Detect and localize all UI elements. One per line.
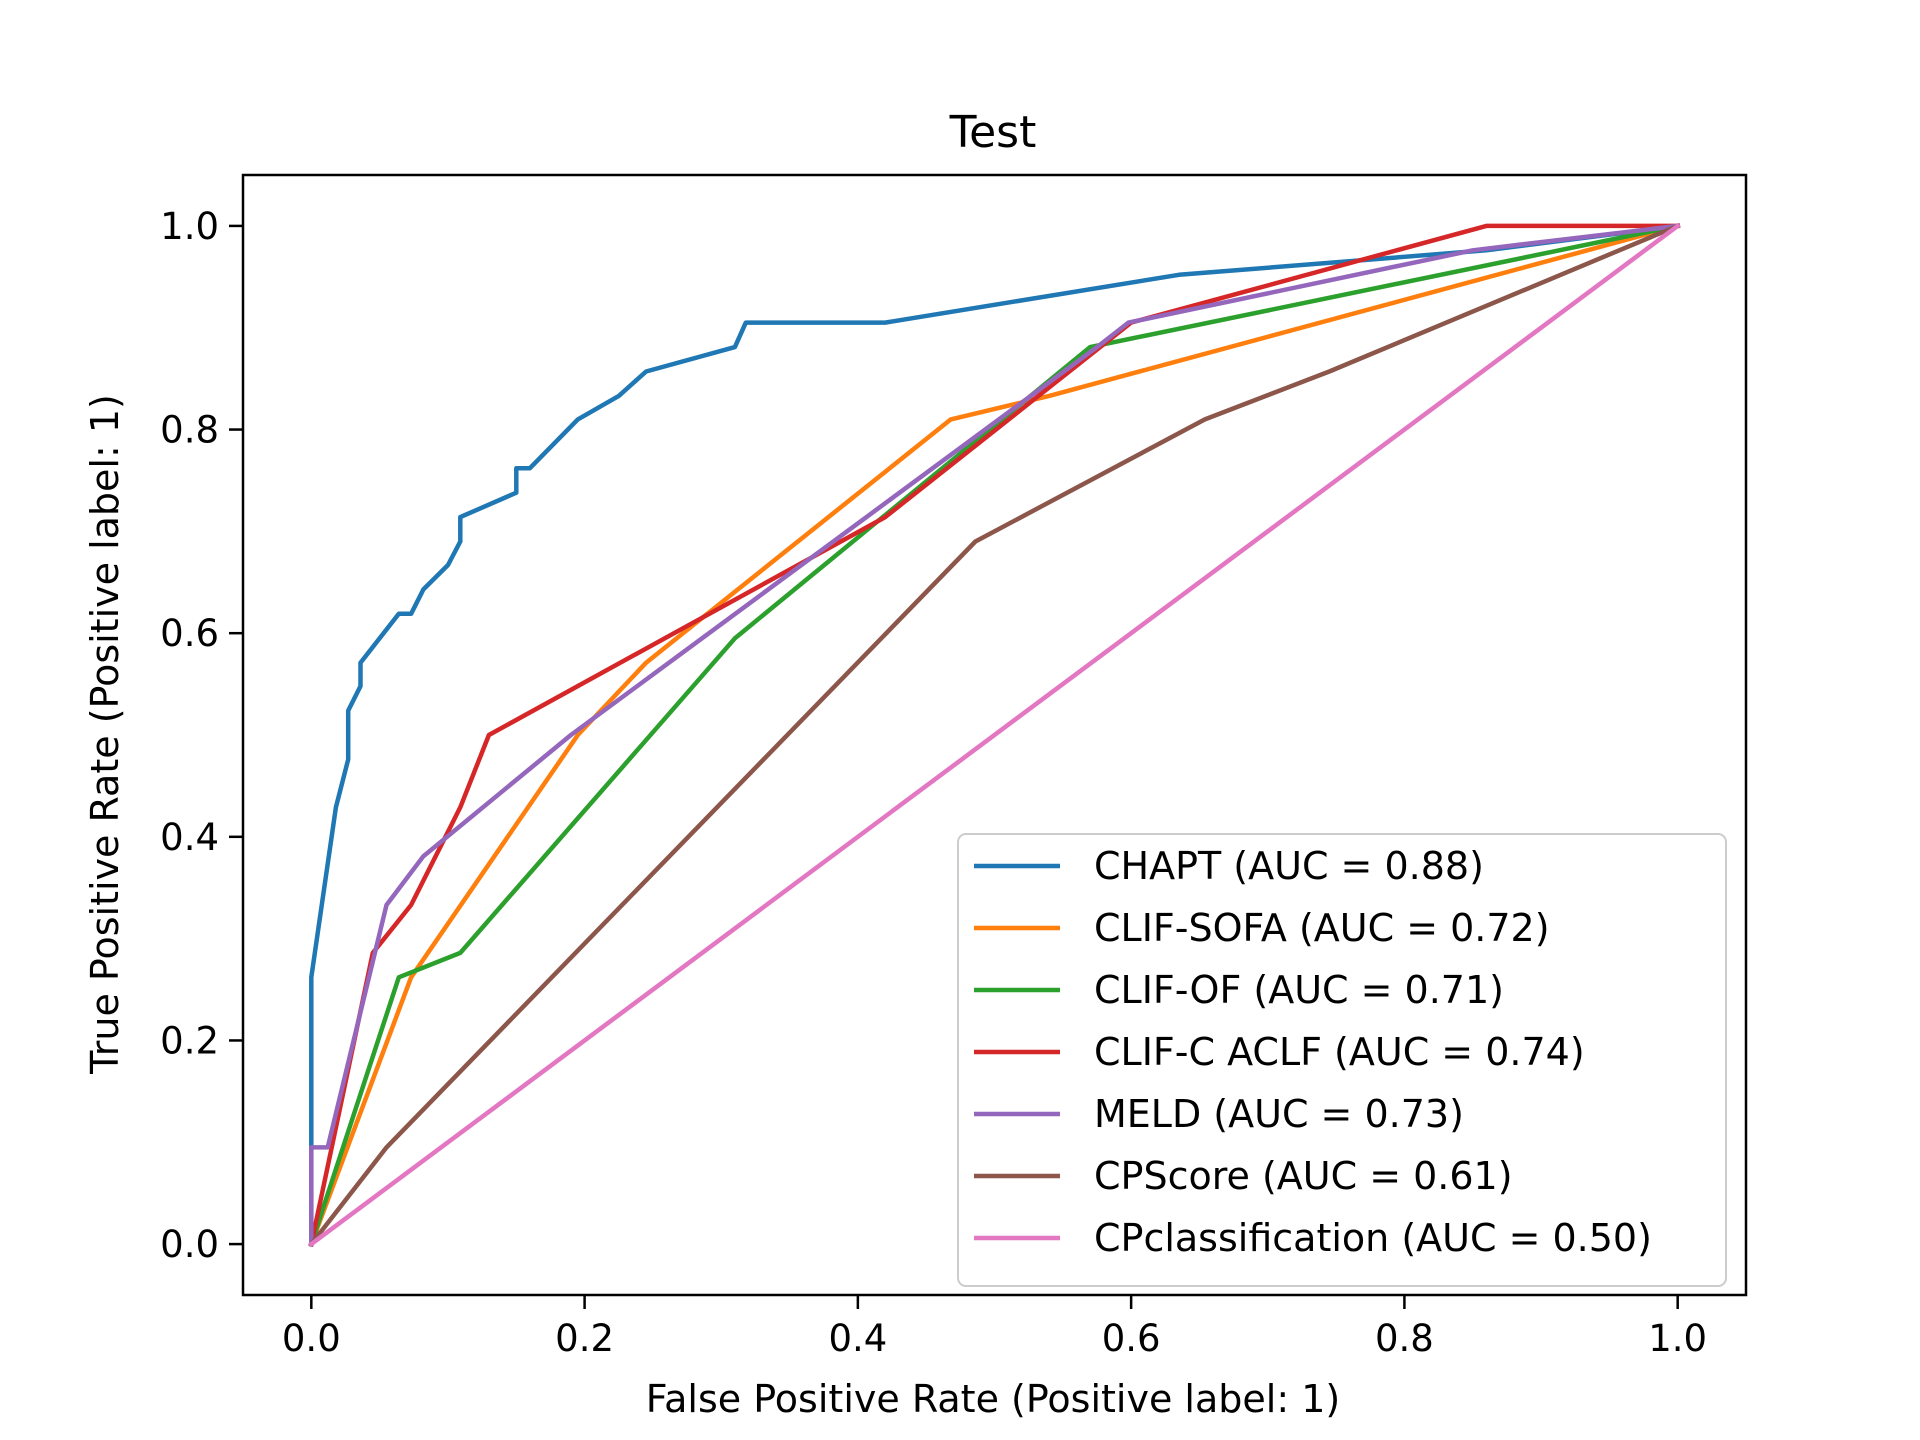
legend-entry-3: CLIF-C ACLF (AUC = 0.74) (1094, 1030, 1585, 1074)
x-tick-label: 0.0 (282, 1317, 341, 1360)
plot-area (308, 222, 1681, 1248)
y-axis-label: True Positive Rate (Positive label: 1) (83, 394, 127, 1075)
series-line-5 (308, 222, 1681, 1248)
legend-entry-1: CLIF-SOFA (AUC = 0.72) (1094, 906, 1550, 950)
y-tick-label: 0.4 (160, 816, 219, 859)
legend-box (957, 833, 1727, 1287)
x-tick-label: 0.8 (1375, 1317, 1434, 1360)
y-tick-label: 0.2 (160, 1019, 219, 1062)
x-tick-label: 0.2 (555, 1317, 614, 1360)
series-line-0 (309, 223, 1681, 1247)
legend-entry-4: MELD (AUC = 0.73) (1094, 1092, 1464, 1136)
plot-frame (241, 173, 1748, 1297)
series-line-4 (309, 223, 1681, 1247)
series-line-1 (308, 223, 1681, 1247)
legend-entry-6: CPclassification (AUC = 0.50) (1094, 1216, 1652, 1260)
series-line-6 (308, 222, 1681, 1248)
legend-entry-0: CHAPT (AUC = 0.88) (1094, 844, 1484, 888)
legend-entry-2: CLIF-OF (AUC = 0.71) (1094, 968, 1504, 1012)
y-tick-label: 0.0 (160, 1223, 219, 1266)
chart-title: Test (949, 107, 1037, 158)
y-tick-label: 0.6 (160, 612, 219, 655)
x-tick-label: 0.4 (828, 1317, 887, 1360)
legend-entry-5: CPScore (AUC = 0.61) (1094, 1154, 1513, 1198)
y-tick-label: 0.8 (160, 409, 219, 452)
x-tick-label: 1.0 (1648, 1317, 1707, 1360)
x-axis-label: False Positive Rate (Positive label: 1) (646, 1377, 1340, 1421)
legend: CHAPT (AUC = 0.88) CLIF-SOFA (AUC = 0.72)… (957, 833, 1727, 1287)
axis-ticks: 0.0 0.2 0.4 0.6 0.8 1.0 0.0 0.2 0.4 0.6 0.8 1.0 (160, 205, 1707, 1360)
series-line-2 (308, 223, 1681, 1247)
x-tick-label: 0.6 (1102, 1317, 1161, 1360)
series-line-3 (308, 223, 1680, 1247)
y-tick-label: 1.0 (160, 205, 219, 248)
